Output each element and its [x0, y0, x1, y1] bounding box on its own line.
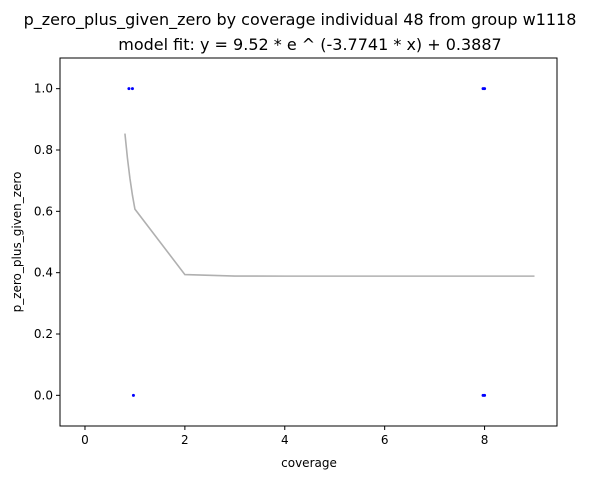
fit-line — [124, 133, 535, 277]
y-tick-label: 0.6 — [34, 204, 53, 218]
y-tick-label: 1.0 — [34, 82, 53, 96]
x-axis-ticks: 0 2 4 6 8 — [81, 426, 488, 447]
data-point — [127, 87, 131, 91]
chart-title: p_zero_plus_given_zero by coverage indiv… — [24, 10, 577, 30]
axes-frame — [59, 57, 558, 427]
y-axis-ticks: 0.0 0.2 0.4 0.6 0.8 1.0 — [34, 82, 60, 402]
fit-line-layer — [124, 133, 535, 277]
data-point — [130, 87, 134, 91]
data-point — [483, 393, 487, 397]
x-tick-label: 2 — [181, 433, 189, 447]
x-tick-label: 0 — [81, 433, 89, 447]
x-tick-label: 8 — [481, 433, 489, 447]
y-tick-label: 0.2 — [34, 327, 53, 341]
points-layer — [127, 87, 487, 397]
y-tick-label: 0.8 — [34, 143, 53, 157]
plot-area — [124, 87, 535, 397]
x-tick-label: 6 — [381, 433, 389, 447]
chart-subtitle: model fit: y = 9.52 * e ^ (-3.7741 * x) … — [118, 35, 501, 54]
y-tick-label: 0.4 — [34, 266, 53, 280]
y-tick-label: 0.0 — [34, 388, 53, 402]
data-point — [483, 87, 487, 91]
x-tick-label: 4 — [281, 433, 289, 447]
y-axis-label: p_zero_plus_given_zero — [10, 172, 24, 313]
data-point — [131, 393, 135, 397]
x-axis-label: coverage — [281, 456, 337, 470]
